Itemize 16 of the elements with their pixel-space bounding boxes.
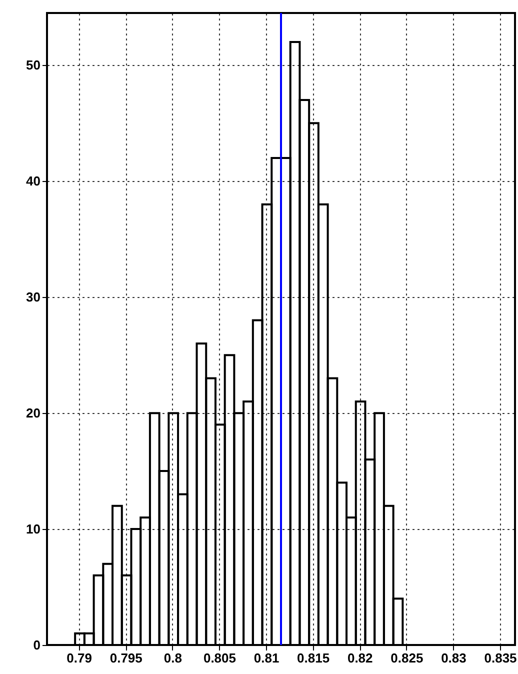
y-tick-label: 20 xyxy=(26,406,40,421)
x-tick-label: 0.805 xyxy=(203,650,236,666)
y-tick-label: 40 xyxy=(26,174,40,189)
x-tick-label: 0.825 xyxy=(390,650,424,666)
y-tick-label: 50 xyxy=(26,58,40,73)
x-tick-label: 0.81 xyxy=(254,650,280,666)
y-tick-label: 10 xyxy=(26,522,40,537)
y-tick-label: 30 xyxy=(26,290,40,305)
x-tick-label: 0.795 xyxy=(110,650,142,666)
x-tick-label: 0.835 xyxy=(484,650,517,666)
x-tick-label: 0.83 xyxy=(441,650,466,666)
x-tick-label: 0.815 xyxy=(297,650,330,666)
y-tick-label: 0 xyxy=(33,638,40,652)
x-tick-label: 0.8 xyxy=(164,650,182,666)
x-tick-label: 0.82 xyxy=(347,650,373,666)
x-tick-label: 0.79 xyxy=(66,650,92,666)
